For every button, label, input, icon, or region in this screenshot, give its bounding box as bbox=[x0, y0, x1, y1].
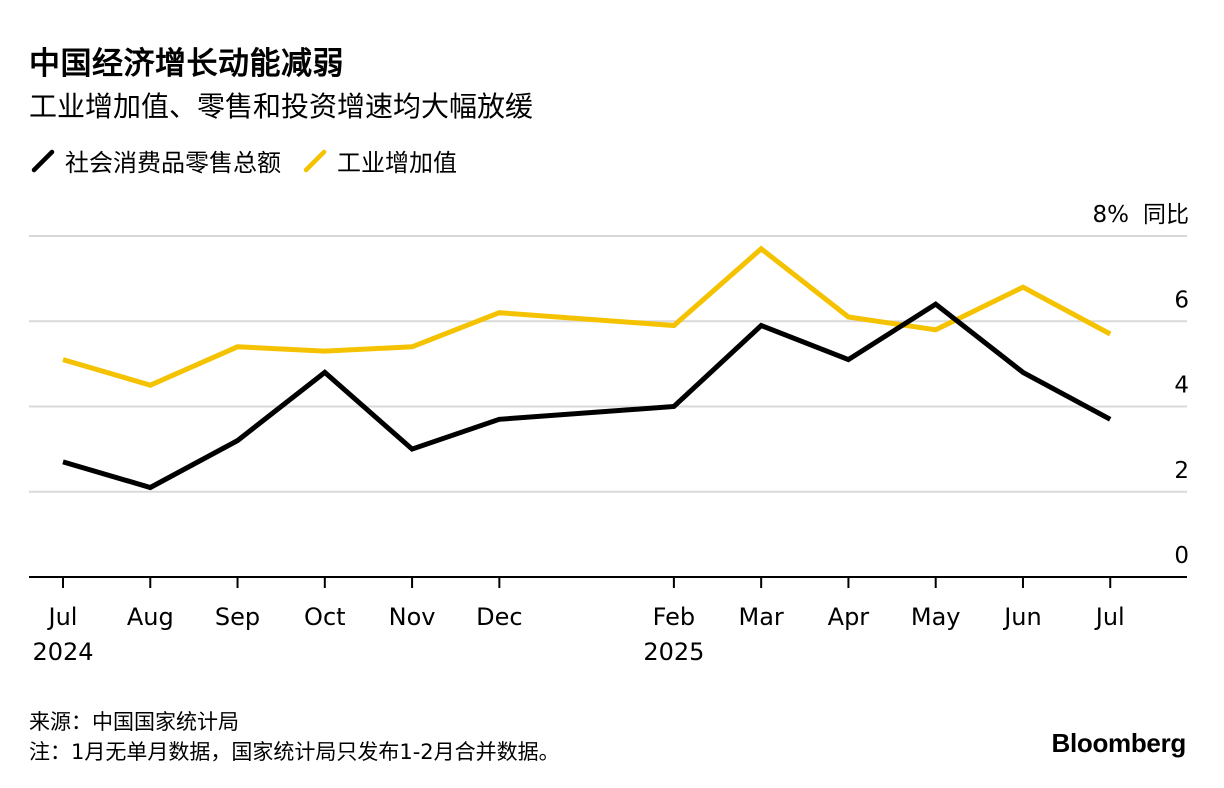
legend-retail-swatch-icon bbox=[31, 149, 55, 172]
legend-item-industrial: 工业增加值 bbox=[301, 143, 457, 178]
x-tick-label: Jun bbox=[1002, 603, 1042, 631]
x-tick-label: Aug bbox=[127, 603, 174, 631]
x-tick-label: Nov bbox=[389, 603, 436, 631]
series-line-industrial bbox=[62, 245, 1112, 388]
x-tick-year-label: 2024 bbox=[32, 638, 93, 666]
x-tick-label: Mar bbox=[739, 603, 784, 631]
line-chart: 0 2 4 6 8% 同比 Jul 2024 Aug Sep Oct Nov Dec Feb 2025 Mar… bbox=[29, 202, 1189, 666]
x-tick-label: Apr bbox=[828, 603, 870, 631]
legend-item-retail: 社会消费品零售总额 bbox=[29, 143, 281, 178]
x-tick-label: Sep bbox=[215, 603, 260, 631]
x-tick-label: Oct bbox=[304, 603, 346, 631]
x-tick-label: Dec bbox=[476, 603, 522, 631]
chart-title: 中国经济增长动能减弱 bbox=[29, 46, 344, 82]
x-tick-label: May bbox=[911, 603, 961, 631]
x-tick-year-label: 2025 bbox=[643, 638, 704, 666]
series-line-retail bbox=[62, 301, 1112, 491]
y-tick-label: 6 bbox=[1174, 287, 1189, 313]
bloomberg-logo: Bloomberg bbox=[1051, 728, 1186, 758]
y-tick-label: 2 bbox=[1174, 458, 1189, 484]
source-note: 来源：中国国家统计局 bbox=[29, 710, 239, 734]
y-tick-label: 8% bbox=[1093, 202, 1130, 228]
footnote: 注：1月无单月数据，国家统计局只发布1-2月合并数据。 bbox=[29, 740, 560, 764]
legend: 社会消费品零售总额 工业增加值 bbox=[29, 143, 477, 178]
x-tick-label: Jul bbox=[47, 603, 78, 631]
x-tick-label: Jul bbox=[1094, 603, 1125, 631]
legend-industrial-swatch-icon bbox=[303, 149, 327, 172]
x-tick-label: Feb bbox=[653, 603, 696, 631]
legend-retail-label: 社会消费品零售总额 bbox=[65, 149, 281, 177]
y-axis-label: 同比 bbox=[1143, 202, 1189, 228]
y-tick-label: 0 bbox=[1174, 543, 1189, 569]
y-tick-label: 4 bbox=[1174, 373, 1189, 399]
legend-industrial-label: 工业增加值 bbox=[337, 149, 457, 177]
chart-subtitle: 工业增加值、零售和投资增速均大幅放缓 bbox=[29, 90, 534, 123]
